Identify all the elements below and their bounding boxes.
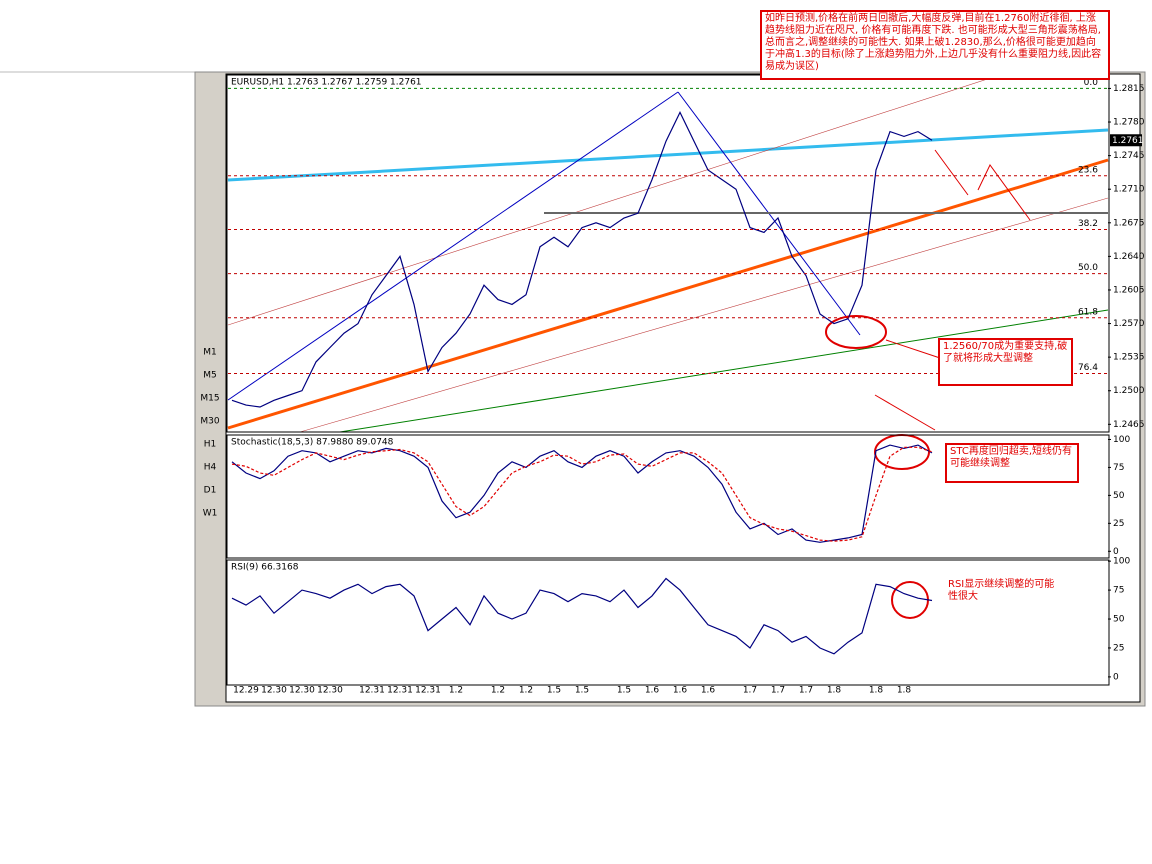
fib-label: 0.0 — [1084, 78, 1099, 88]
trend-line — [227, 128, 1109, 182]
y-tick-label: 100 — [1113, 557, 1130, 567]
arrow — [885, 339, 941, 359]
fib-label: 61.8 — [1078, 307, 1098, 317]
x-tick-label: 12.30 — [317, 686, 343, 696]
x-tick-label: 1.7 — [799, 686, 813, 696]
timeframe-button[interactable]: H4 — [204, 463, 217, 473]
x-tick-label: 12.31 — [415, 686, 441, 696]
series-line — [231, 577, 933, 655]
y-tick-label: 50 — [1113, 615, 1125, 625]
x-tick-label: 1.6 — [701, 686, 716, 696]
panel-title: RSI(9) 66.3168 — [231, 563, 299, 573]
price-tag-label: 1.2761 — [1112, 136, 1144, 146]
x-tick-label: 12.29 — [233, 686, 259, 696]
x-tick-label: 1.7 — [743, 686, 757, 696]
x-tick-label: 12.31 — [387, 686, 413, 696]
arrow — [874, 394, 936, 431]
panel-frame — [226, 74, 1110, 433]
x-tick-label: 1.8 — [869, 686, 884, 696]
series-line — [231, 444, 933, 543]
x-tick-label: 1.5 — [547, 686, 561, 696]
y-tick-label: 0 — [1113, 547, 1119, 557]
y-tick-label: 75 — [1113, 586, 1124, 596]
trend-line — [339, 309, 1109, 433]
fib-label: 38.2 — [1078, 219, 1098, 229]
x-tick-label: 1.2 — [519, 686, 533, 696]
y-tick-label: 1.2535 — [1113, 353, 1145, 363]
fib-label: 76.4 — [1078, 363, 1098, 373]
timeframe-button[interactable]: M1 — [203, 348, 217, 358]
x-tick-label: 1.8 — [827, 686, 842, 696]
channel-line — [227, 39, 1109, 326]
timeframe-button[interactable]: M30 — [200, 417, 219, 427]
wave-line — [227, 91, 679, 401]
y-tick-label: 1.2780 — [1113, 118, 1145, 128]
annotation: 1.2560/70成为重要支持,破了就将形成大型调整 — [938, 338, 1073, 386]
channel-line — [299, 197, 1109, 433]
arrow — [934, 149, 1031, 221]
x-tick-label: 1.6 — [645, 686, 660, 696]
annotation: RSI显示继续调整的可能性很大 — [945, 578, 1061, 614]
highlight-circle — [825, 315, 887, 349]
series-line — [231, 446, 933, 542]
x-tick-label: 1.6 — [673, 686, 688, 696]
y-tick-label: 25 — [1113, 643, 1124, 653]
timeframe-button[interactable]: M15 — [200, 394, 219, 404]
y-tick-label: 1.2605 — [1113, 285, 1145, 295]
y-tick-label: 1.2815 — [1113, 84, 1145, 94]
x-tick-label: 12.30 — [289, 686, 315, 696]
trend-line — [227, 158, 1109, 430]
y-tick-label: 1.2500 — [1113, 386, 1145, 396]
timeframe-button[interactable]: W1 — [203, 509, 218, 519]
x-tick-label: 1.5 — [575, 686, 589, 696]
series-line — [231, 111, 933, 408]
x-tick-label: 1.2 — [491, 686, 505, 696]
y-tick-label: 100 — [1113, 435, 1130, 445]
panel-frame — [226, 559, 1110, 686]
y-tick-label: 1.2640 — [1113, 252, 1145, 262]
x-tick-label: 1.8 — [897, 686, 912, 696]
x-tick-label: 1.7 — [771, 686, 785, 696]
y-tick-label: 0 — [1113, 672, 1119, 682]
y-tick-label: 75 — [1113, 463, 1124, 473]
y-tick-label: 25 — [1113, 519, 1124, 529]
timeframe-button[interactable]: D1 — [204, 486, 217, 496]
y-tick-label: 1.2745 — [1113, 151, 1145, 161]
x-tick-label: 12.31 — [359, 686, 385, 696]
annotation: 如昨日预测,价格在前两日回撤后,大幅度反弹,目前在1.2760附近徘徊, 上涨趋… — [760, 10, 1110, 80]
price-tag — [1110, 134, 1142, 147]
panel-title: EURUSD,H1 1.2763 1.2767 1.2759 1.2761 — [231, 78, 422, 88]
timeframe-button[interactable]: H1 — [204, 440, 217, 450]
x-tick-label: 1.2 — [449, 686, 463, 696]
x-tick-label: 1.5 — [617, 686, 631, 696]
y-tick-label: 1.2710 — [1113, 185, 1145, 195]
fib-label: 50.0 — [1078, 263, 1098, 273]
panel-title: Stochastic(18,5,3) 87.9880 89.0748 — [231, 438, 394, 448]
y-tick-label: 1.2675 — [1113, 218, 1145, 228]
y-tick-label: 1.2465 — [1113, 420, 1145, 430]
panel-frame — [226, 434, 1110, 559]
annotation: STC再度回归超卖,短线仍有可能继续调整 — [945, 443, 1079, 483]
y-tick-label: 1.2570 — [1113, 319, 1145, 329]
timeframe-button[interactable]: M5 — [203, 371, 217, 381]
x-tick-label: 12.30 — [261, 686, 287, 696]
y-tick-label: 50 — [1113, 491, 1125, 501]
fib-label: 23.6 — [1078, 165, 1098, 175]
